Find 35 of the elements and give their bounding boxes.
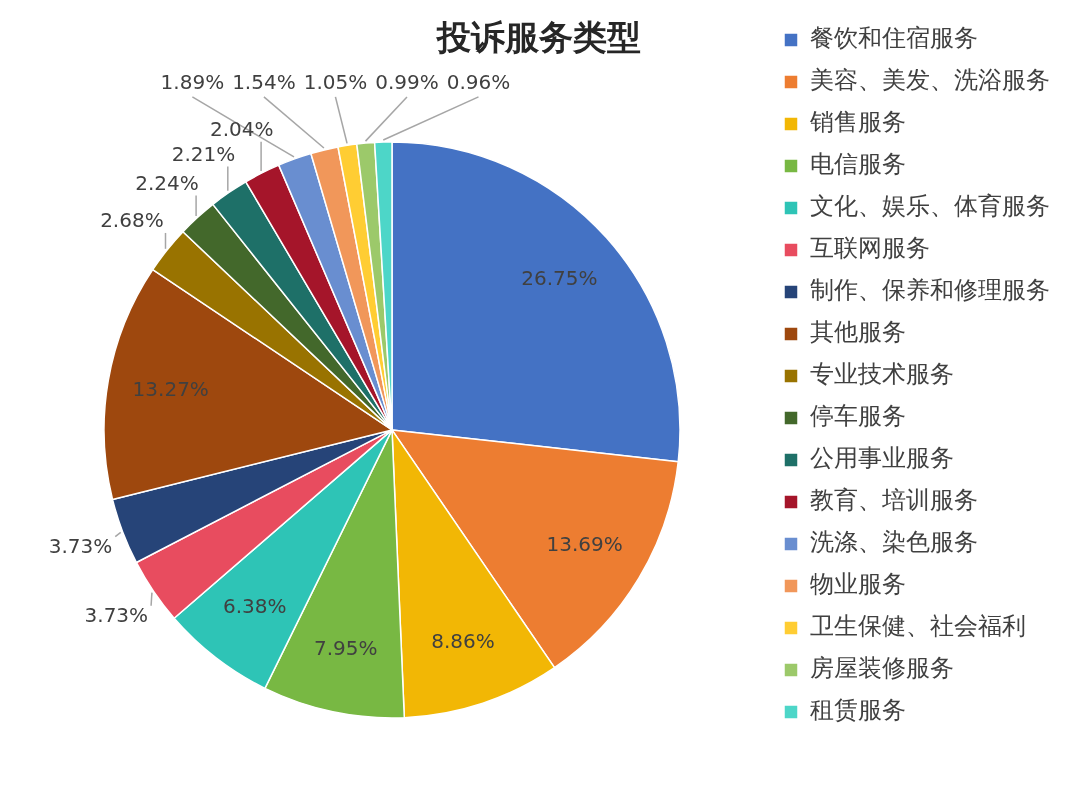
legend-label: 文化、娱乐、体育服务 [810,192,1050,221]
legend-label: 公用事业服务 [810,444,954,473]
legend-label: 物业服务 [810,570,906,599]
legend-label: 美容、美发、洗浴服务 [810,66,1050,95]
data-label: 7.95% [314,635,378,660]
data-label: 1.54% [232,70,296,95]
data-label: 26.75% [521,266,598,291]
legend-label: 停车服务 [810,402,906,431]
data-label: 8.86% [431,629,495,654]
data-label: 0.99% [375,70,439,95]
data-label: 1.89% [160,70,225,95]
data-label: 1.05% [303,70,368,95]
data-label: 3.73% [84,602,149,627]
data-label: 13.69% [546,531,623,556]
legend-label: 餐饮和住宿服务 [810,24,978,53]
chart-title: 投诉服务类型 [435,17,641,58]
legend-label: 租赁服务 [810,696,906,725]
legend-label: 互联网服务 [810,234,930,263]
legend-label: 教育、培训服务 [810,486,978,515]
legend-label: 房屋装修服务 [810,654,954,683]
legend-label: 制作、保养和修理服务 [810,276,1050,305]
legend-label: 电信服务 [810,150,906,179]
legend-label: 其他服务 [810,318,906,347]
data-label: 2.68% [100,208,164,233]
legend-label: 专业技术服务 [810,360,954,389]
data-label: 6.38% [222,593,287,618]
data-label: 0.96% [446,70,511,95]
data-label: 2.21% [171,141,236,166]
legend-label: 洗涤、染色服务 [810,528,978,557]
data-label: 13.27% [132,377,209,402]
data-label: 2.04% [209,116,274,141]
legend-label: 销售服务 [809,108,906,137]
data-label: 3.73% [48,533,113,558]
legend-label: 卫生保健、社会福利 [810,612,1026,641]
data-label: 2.24% [135,170,199,195]
